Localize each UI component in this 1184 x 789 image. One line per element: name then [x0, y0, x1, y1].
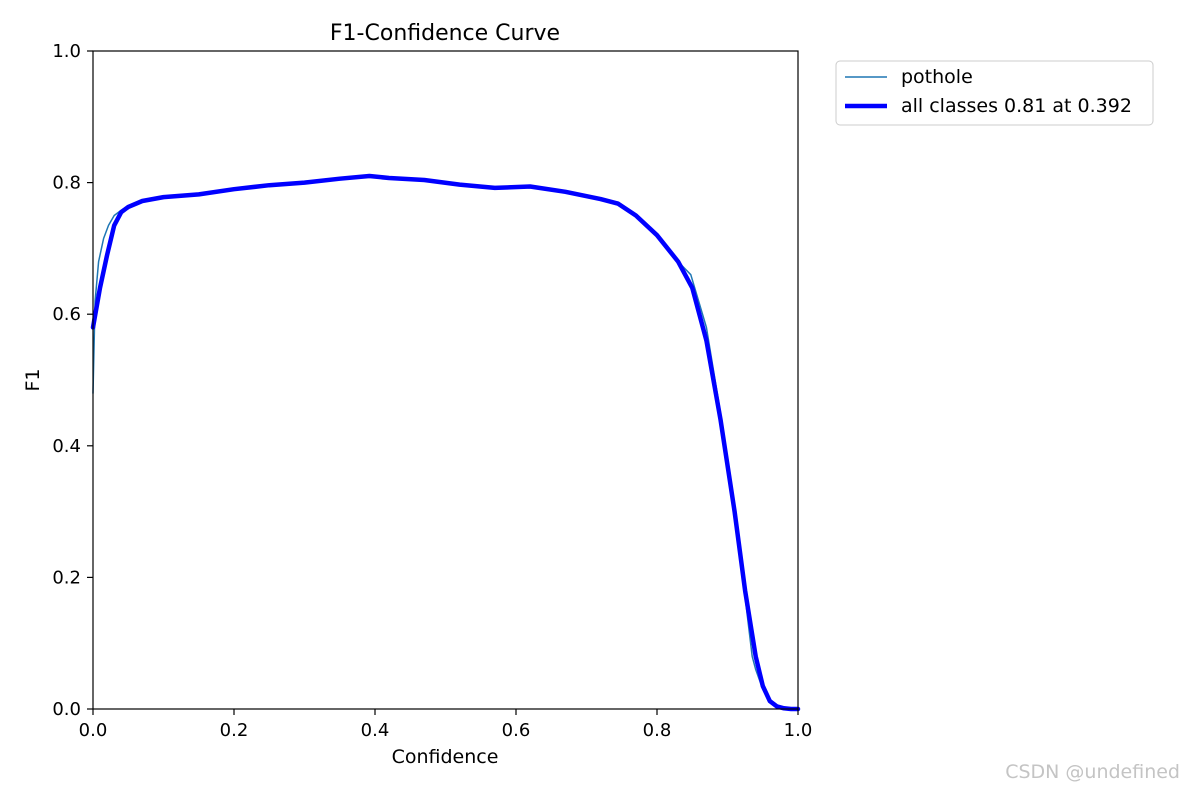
x-axis-label: Confidence [392, 746, 499, 768]
plot-frame [92, 50, 799, 710]
x-tick-label: 0.8 [643, 720, 672, 741]
y-tick-label: 0.6 [52, 304, 81, 325]
legend: pothole all classes 0.81 at 0.392 [835, 60, 1154, 126]
chart-title: F1-Confidence Curve [330, 21, 560, 46]
x-tick-label: 0.0 [79, 720, 108, 741]
y-tick-label: 0.4 [52, 436, 81, 457]
watermark-text: CSDN @undefined [1005, 761, 1180, 783]
y-axis-label: F1 [22, 368, 44, 391]
y-tick-label: 1.0 [52, 41, 81, 62]
legend-box [835, 60, 1154, 126]
series-line-all-classes [90, 173, 801, 712]
y-tick-label: 0.0 [52, 699, 81, 720]
axis-ticks: 0.0 0.2 0.4 0.6 0.8 1.0 0.0 0.2 0.4 0.6 0.8 1.0 [52, 41, 812, 741]
legend-label-pothole: pothole [901, 66, 973, 88]
y-tick-label: 0.8 [52, 173, 81, 194]
x-tick-label: 1.0 [784, 720, 813, 741]
x-tick-label: 0.4 [361, 720, 390, 741]
x-tick-label: 0.2 [220, 720, 249, 741]
series-lines [90, 173, 801, 712]
x-tick-label: 0.6 [502, 720, 531, 741]
y-tick-label: 0.2 [52, 567, 81, 588]
legend-label-all-classes: all classes 0.81 at 0.392 [901, 95, 1132, 117]
